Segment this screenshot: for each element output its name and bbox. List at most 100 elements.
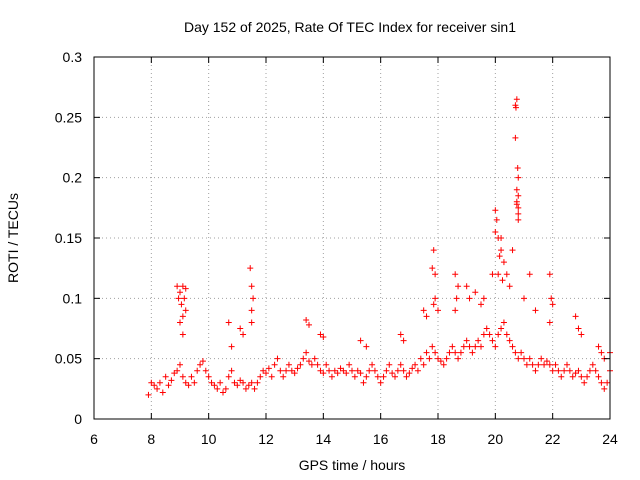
data-point bbox=[604, 379, 611, 386]
x-tick-label: 10 bbox=[201, 431, 217, 447]
data-point bbox=[177, 319, 183, 326]
x-tick-label: 6 bbox=[90, 431, 98, 447]
data-point bbox=[452, 349, 459, 356]
data-point bbox=[463, 337, 470, 344]
data-point bbox=[185, 382, 192, 389]
data-point bbox=[515, 174, 522, 181]
data-point bbox=[274, 355, 281, 362]
data-point bbox=[383, 367, 390, 374]
data-point bbox=[500, 259, 507, 266]
data-point bbox=[374, 373, 381, 380]
data-point bbox=[225, 373, 232, 380]
data-point bbox=[432, 349, 439, 356]
y-tick-label: 0.25 bbox=[55, 109, 82, 125]
data-point bbox=[443, 355, 450, 362]
data-point bbox=[513, 198, 520, 205]
y-tick-label: 0.15 bbox=[55, 230, 82, 246]
data-point bbox=[280, 373, 287, 380]
data-point bbox=[250, 295, 257, 302]
data-point bbox=[165, 382, 172, 389]
data-point bbox=[601, 385, 608, 392]
data-point bbox=[512, 349, 519, 356]
data-point bbox=[159, 389, 166, 396]
y-axis-label: ROTI / TECUs bbox=[5, 193, 21, 283]
data-point bbox=[194, 367, 201, 374]
data-point bbox=[156, 379, 163, 386]
data-point bbox=[409, 365, 416, 372]
data-point bbox=[515, 204, 522, 211]
data-point bbox=[222, 385, 229, 392]
data-point bbox=[191, 379, 198, 386]
data-point bbox=[430, 247, 437, 254]
data-point bbox=[242, 385, 249, 392]
data-point bbox=[483, 325, 490, 332]
data-point bbox=[162, 373, 169, 380]
data-point bbox=[175, 295, 182, 302]
data-point bbox=[420, 361, 427, 368]
data-point bbox=[495, 271, 502, 278]
data-point bbox=[400, 367, 407, 374]
x-tick-label: 24 bbox=[602, 431, 618, 447]
data-point bbox=[320, 333, 327, 340]
data-point bbox=[578, 373, 585, 380]
data-point bbox=[515, 355, 522, 362]
data-point bbox=[546, 271, 553, 278]
data-point bbox=[197, 361, 204, 368]
data-point bbox=[294, 365, 301, 372]
x-tick-label: 16 bbox=[373, 431, 389, 447]
data-point bbox=[247, 265, 254, 272]
data-point bbox=[460, 343, 467, 350]
data-point bbox=[420, 307, 427, 314]
data-point bbox=[469, 349, 476, 356]
data-point bbox=[598, 379, 605, 386]
data-point bbox=[188, 373, 195, 380]
data-point bbox=[529, 361, 536, 368]
data-point bbox=[475, 337, 482, 344]
data-point bbox=[369, 361, 376, 368]
data-point bbox=[513, 186, 520, 193]
chart-title: Day 152 of 2025, Rate Of TEC Index for r… bbox=[184, 19, 516, 35]
data-point bbox=[446, 349, 453, 356]
data-point bbox=[518, 349, 525, 356]
data-point bbox=[265, 365, 272, 372]
data-point bbox=[489, 337, 496, 344]
data-point bbox=[363, 373, 370, 380]
data-point bbox=[472, 343, 479, 350]
data-point bbox=[328, 373, 335, 380]
data-point bbox=[248, 379, 255, 386]
data-point bbox=[498, 235, 505, 241]
data-point bbox=[251, 385, 258, 392]
data-point bbox=[572, 313, 579, 320]
data-point bbox=[248, 307, 255, 314]
y-tick-label: 0.1 bbox=[63, 290, 83, 306]
data-point bbox=[392, 373, 398, 380]
data-point bbox=[397, 361, 404, 368]
data-point bbox=[248, 283, 255, 290]
x-tick-label: 12 bbox=[258, 431, 274, 447]
data-point bbox=[498, 325, 505, 332]
data-point bbox=[240, 379, 247, 386]
data-point bbox=[489, 271, 496, 278]
x-tick-label: 20 bbox=[488, 431, 504, 447]
data-point bbox=[558, 373, 565, 380]
data-point bbox=[515, 216, 522, 223]
data-point bbox=[463, 283, 470, 290]
data-point bbox=[429, 343, 436, 350]
data-point bbox=[552, 361, 559, 368]
data-point bbox=[513, 96, 520, 103]
data-point bbox=[202, 367, 209, 374]
data-point bbox=[457, 349, 464, 356]
data-point bbox=[380, 373, 387, 380]
data-point bbox=[509, 343, 516, 350]
data-point bbox=[326, 367, 333, 374]
data-point bbox=[151, 382, 158, 389]
data-point bbox=[254, 379, 261, 386]
data-point bbox=[426, 355, 433, 362]
data-point bbox=[285, 361, 292, 368]
data-point bbox=[478, 343, 484, 350]
x-axis-label: GPS time / hours bbox=[299, 457, 406, 473]
data-point bbox=[532, 367, 539, 374]
data-point bbox=[452, 307, 459, 314]
data-point bbox=[515, 210, 522, 217]
